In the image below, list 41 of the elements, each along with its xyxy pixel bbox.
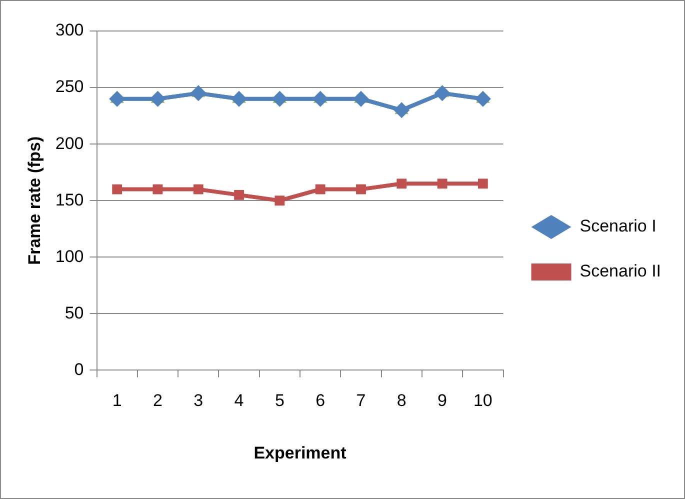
y-tick-label: 300: [55, 20, 84, 40]
x-tick-label: 4: [234, 391, 244, 410]
point: [150, 90, 166, 107]
legend-label: Scenario II: [580, 262, 662, 281]
point: [272, 90, 288, 107]
point: [352, 90, 369, 107]
x-tick-label: 8: [396, 391, 406, 410]
x-axis-title: Experiment: [254, 443, 347, 462]
y-tick-label: 0: [74, 360, 84, 379]
point: [315, 184, 326, 194]
x-tick-label: 10: [473, 391, 492, 410]
x-tick-label: 1: [112, 391, 122, 410]
point: [312, 90, 328, 107]
point: [112, 184, 122, 194]
x-tick-label: 7: [356, 391, 366, 410]
point: [190, 85, 206, 102]
y-tick-label: 200: [55, 134, 84, 153]
point: [437, 178, 448, 189]
point: [356, 184, 366, 194]
point: [474, 90, 491, 107]
y-tick-label: 150: [55, 190, 84, 210]
x-tick-label: 5: [274, 391, 284, 410]
point: [478, 178, 488, 189]
x-tick-label: 2: [153, 391, 162, 410]
y-tick-label: 250: [55, 77, 84, 96]
point: [434, 85, 450, 102]
x-tick-label: 6: [316, 391, 326, 410]
point: [152, 184, 163, 194]
point: [396, 178, 407, 189]
point: [394, 102, 410, 118]
point: [234, 190, 244, 200]
point: [193, 184, 204, 194]
point: [109, 90, 126, 107]
y-axis-title: Frame rate (fps): [24, 136, 44, 265]
point: [274, 196, 285, 206]
y-tick-label: 100: [55, 246, 84, 266]
y-tick-label: 50: [64, 303, 84, 322]
point: [231, 90, 248, 107]
x-tick-label: 9: [438, 391, 448, 410]
x-tick-label: 3: [194, 391, 204, 410]
legend-label: Scenario I: [580, 216, 656, 236]
